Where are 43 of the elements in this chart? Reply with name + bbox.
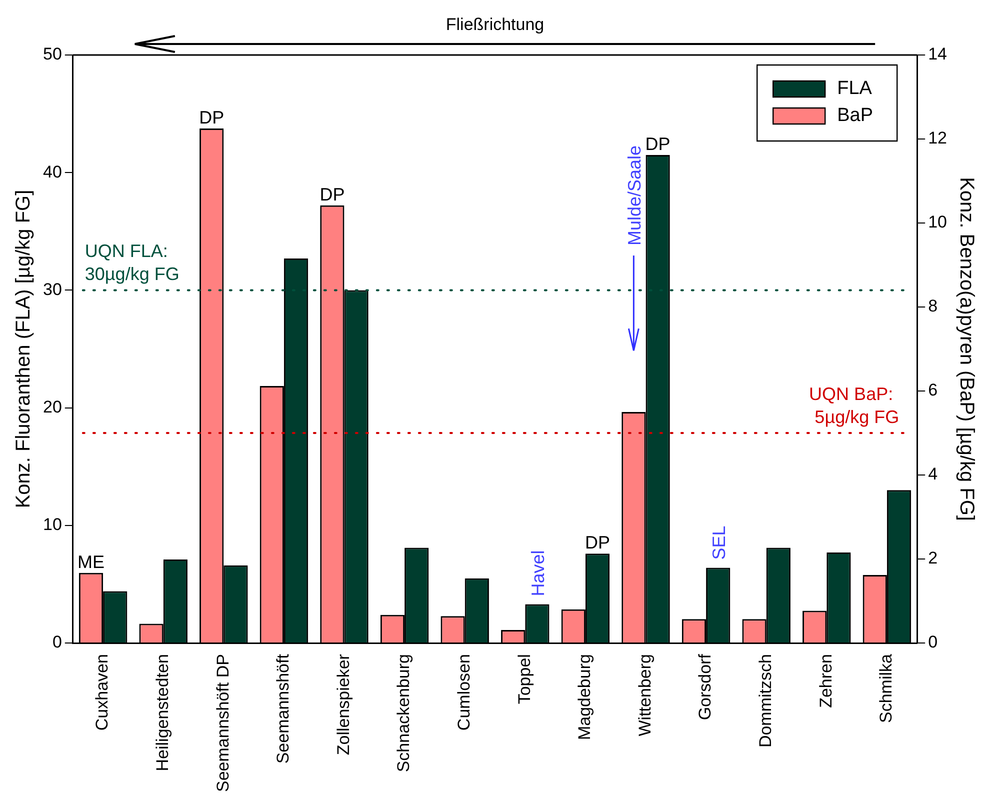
legend-label: FLA bbox=[837, 78, 872, 100]
y-tick-label: 20 bbox=[42, 398, 62, 417]
y2-tick-label: 12 bbox=[928, 128, 948, 148]
x-tick-label: Zollenspieker bbox=[334, 654, 353, 756]
annotation: DP bbox=[645, 134, 670, 154]
y-tick-label: 10 bbox=[42, 515, 62, 534]
x-tick-label: Cumlosen bbox=[454, 654, 474, 731]
y-tick-label: 0 bbox=[52, 632, 62, 652]
legend-label: BaP bbox=[837, 105, 874, 126]
annotation: Mulde/Saale bbox=[624, 145, 645, 246]
y2-tick-label: 10 bbox=[928, 212, 948, 232]
y-tick-label: 30 bbox=[42, 280, 62, 299]
x-tick-label: Dommitzsch bbox=[756, 654, 776, 748]
y-tick-label: 50 bbox=[42, 44, 62, 64]
y-tick-label: 40 bbox=[42, 162, 62, 182]
y-axis-title: Konz. Fluoranthen (FLA) [µg/kg FG] bbox=[12, 190, 35, 508]
x-tick-label: Gorsdorf bbox=[696, 654, 715, 720]
x-tick-label: Toppel bbox=[514, 654, 534, 704]
y2-tick-label: 6 bbox=[928, 380, 938, 400]
text: Fließrichtung bbox=[446, 15, 544, 34]
y2-tick-label: 4 bbox=[928, 464, 938, 484]
annotation: DP bbox=[320, 184, 345, 204]
x-tick-label: Magdeburg bbox=[575, 654, 594, 740]
x-tick-label: Cuxhaven bbox=[92, 654, 112, 731]
x-tick-label: Schmilka bbox=[876, 653, 896, 723]
x-tick-label: Heiligenstedten bbox=[153, 654, 172, 772]
x-tick-label: Schnackenburg bbox=[394, 654, 414, 772]
y2-tick-label: 2 bbox=[928, 548, 938, 568]
y2-tick-label: 8 bbox=[928, 296, 938, 316]
x-tick-label: Wittenberg bbox=[635, 654, 654, 736]
ref-line-label: UQN FLA: 30µg/kg FG bbox=[84, 241, 180, 284]
y2-tick-label: 0 bbox=[928, 632, 938, 652]
y2-axis-title: Konz. Benzo(a)pyren (BaP) [µg/kg FG] bbox=[955, 177, 978, 521]
annotation: DP bbox=[199, 108, 224, 128]
annotation: Havel bbox=[528, 550, 548, 596]
x-tick-label: Seemannshöft DP bbox=[213, 654, 232, 792]
ref-line-label: UQN BaP: 5µg/kg FG bbox=[809, 384, 900, 428]
x-tick-label: Zehren bbox=[816, 654, 836, 708]
annotation: DP bbox=[585, 532, 610, 553]
y2-tick-label: 14 bbox=[928, 44, 948, 64]
annotation: ME bbox=[78, 552, 104, 572]
x-tick-label: Seemannshöft bbox=[274, 654, 293, 764]
annotation: SEL bbox=[709, 526, 730, 560]
